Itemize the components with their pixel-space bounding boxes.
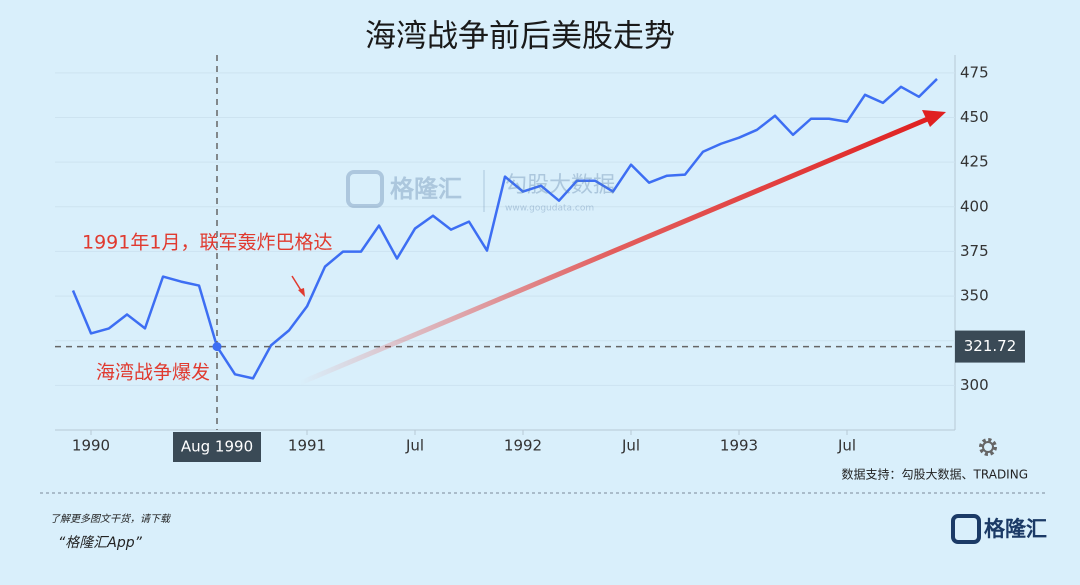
crosshair-x-box — [173, 432, 261, 462]
watermark-url: www.gogudata.com — [505, 204, 594, 214]
gear-body — [982, 441, 994, 453]
annotation-arrow-head — [298, 288, 305, 297]
y-tick-label: 375 — [960, 242, 989, 260]
y-tick-label: 350 — [960, 287, 989, 305]
watermark-name: 勾股大数据 — [505, 173, 615, 198]
settings-icon[interactable] — [979, 438, 997, 456]
x-tick-label: Jul — [837, 437, 856, 455]
crosshair-x-label: Aug 1990 — [181, 438, 253, 456]
footer-text: 了解更多图文干货，请下载 — [50, 513, 172, 525]
x-tick-label: 1992 — [504, 437, 542, 455]
crosshair-y-label: 321.72 — [964, 337, 1017, 355]
plot-area: 30032535037540042545047519901991Jul1992J… — [55, 55, 1025, 462]
watermark: 格隆汇 勾股大数据 www.gogudata.com — [346, 170, 615, 214]
y-tick-label: 400 — [960, 197, 989, 215]
chart-title: 海湾战争前后美股走势 — [365, 19, 675, 55]
x-tick-label: 1991 — [288, 437, 326, 455]
footer-logo: 格隆汇 — [984, 517, 1047, 541]
watermark-logo — [346, 170, 384, 208]
crosshair-y-box — [955, 330, 1025, 363]
y-tick-label: 425 — [960, 153, 989, 171]
y-tick-label: 300 — [960, 376, 989, 394]
annotation: 海湾战争爆发 — [96, 362, 210, 384]
x-tick-label: 1993 — [720, 437, 758, 455]
footer-logo-mark — [951, 514, 981, 544]
annotation: 1991年1月，联军轰炸巴格达 — [82, 232, 332, 254]
gear-teeth — [979, 438, 997, 456]
crosshair-point — [212, 342, 222, 352]
source: 数据支持：勾股大数据、TRADING — [842, 467, 1028, 482]
trend-arrow — [299, 115, 931, 386]
watermark-brand: 格隆汇 — [390, 175, 462, 203]
y-tick-label: 450 — [960, 108, 989, 126]
y-tick-label: 475 — [960, 63, 989, 81]
line-series — [71, 78, 938, 380]
x-tick-label: Jul — [621, 437, 640, 455]
footer-app: “格隆汇App” — [58, 535, 143, 551]
x-tick-label: 1990 — [72, 437, 110, 455]
trend-arrow-head — [922, 110, 946, 127]
x-tick-label: Jul — [405, 437, 424, 455]
